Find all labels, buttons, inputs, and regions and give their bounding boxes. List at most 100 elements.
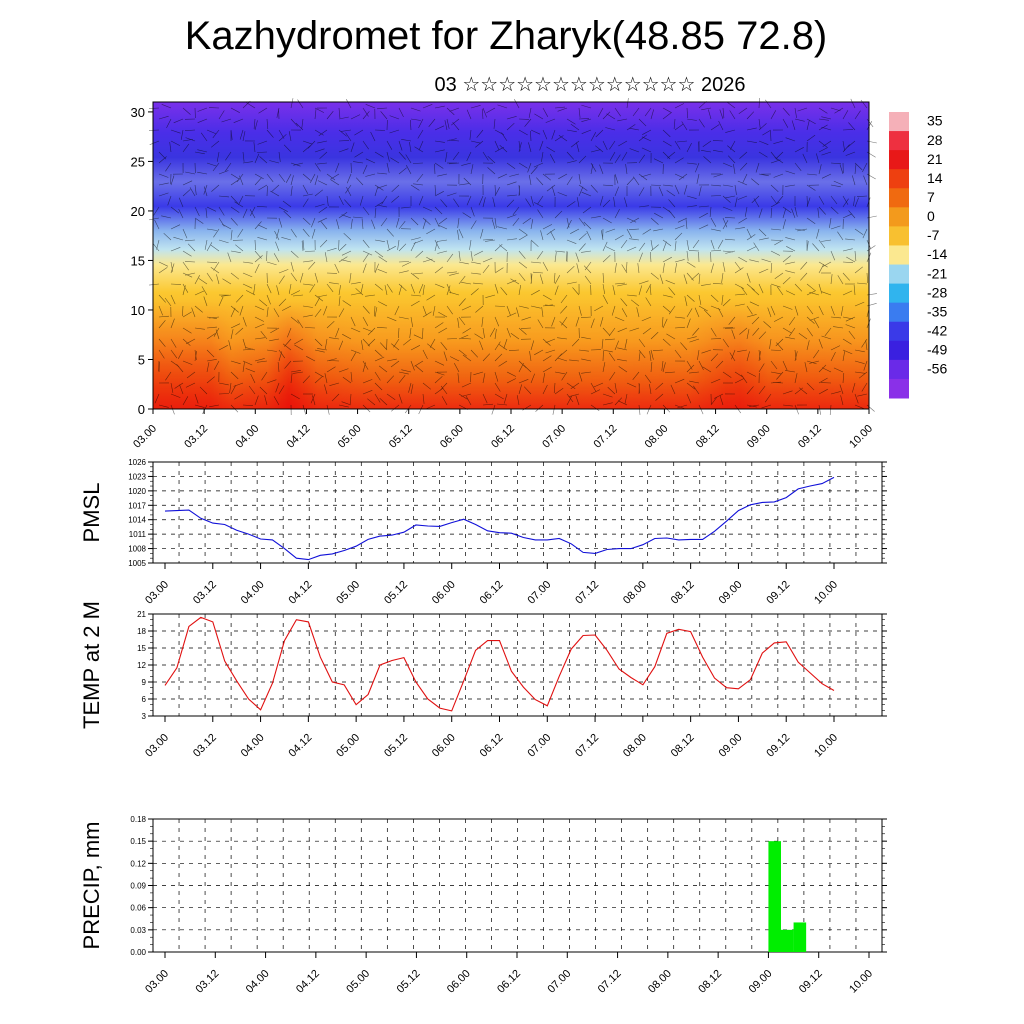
wind-barb	[206, 272, 213, 282]
wind-barb	[338, 340, 344, 351]
wind-barb	[491, 404, 496, 415]
wind-barb	[614, 208, 620, 219]
wind-barb	[833, 180, 844, 186]
wind-barb	[854, 110, 861, 120]
wind-barb	[734, 184, 737, 195]
wind-barb	[437, 224, 448, 230]
wind-barb	[398, 285, 402, 296]
wind-barb	[281, 305, 292, 311]
wind-barb	[482, 151, 489, 161]
wind-barb	[674, 378, 685, 384]
wind-barb	[149, 283, 160, 286]
wind-barb	[386, 283, 393, 293]
wind-barb	[374, 305, 376, 317]
wind-barb	[174, 382, 184, 389]
colorbar-swatch	[889, 283, 909, 304]
wind-barb	[636, 307, 640, 318]
wind-barb	[770, 283, 781, 288]
wind-barb	[578, 184, 588, 191]
wind-barb	[785, 370, 796, 373]
wind-barb	[338, 148, 349, 153]
wind-barb	[330, 179, 340, 186]
wind-barb	[434, 241, 438, 252]
wind-barb	[228, 340, 232, 351]
wind-barb	[821, 367, 832, 373]
wind-barb	[594, 305, 604, 312]
wind-barb	[613, 197, 616, 208]
wind-barb	[256, 151, 268, 153]
wind-barb	[614, 316, 625, 322]
wind-barb	[602, 217, 612, 224]
wind-barb	[158, 156, 167, 164]
wind-barb	[398, 243, 407, 252]
wind-barb	[418, 195, 424, 206]
wind-barb	[453, 198, 460, 208]
wind-barb	[755, 162, 760, 173]
wind-barb	[218, 195, 230, 198]
wind-barb	[848, 122, 856, 131]
wind-barb	[318, 129, 328, 136]
wind-barb	[806, 340, 810, 351]
colorbar-swatch	[889, 131, 909, 151]
wind-barb	[206, 376, 215, 384]
wind-barb	[626, 228, 632, 238]
wind-barb	[206, 242, 213, 252]
wind-barb	[518, 185, 520, 197]
wind-barb	[301, 240, 304, 252]
wind-barb	[470, 220, 477, 230]
wind-barb	[510, 332, 520, 340]
wind-barb	[475, 305, 484, 313]
wind-barb	[830, 225, 841, 230]
wind-barb	[325, 338, 328, 349]
pmsl-xtick-label: 06.12	[478, 579, 506, 607]
wind-barb	[253, 283, 256, 294]
wind-barb	[674, 241, 677, 252]
wind-barb	[850, 98, 856, 109]
wind-barb	[865, 340, 868, 351]
wind-barb	[343, 232, 352, 241]
wind-barb	[686, 393, 692, 404]
wind-barb	[186, 338, 196, 345]
wind-barb	[390, 360, 400, 368]
wind-barb	[734, 371, 744, 378]
wind-barb	[722, 371, 732, 378]
pmsl-xtick-label: 10.00	[812, 579, 840, 607]
wind-barb	[830, 184, 841, 188]
wind-barb	[578, 233, 587, 241]
wind-barb	[782, 107, 790, 116]
wind-barb	[482, 373, 486, 384]
temp-xtick-label: 09.00	[717, 732, 745, 760]
wind-barb	[590, 216, 601, 219]
wind-barb	[230, 360, 241, 365]
temp-xtick-label: 06.12	[478, 732, 506, 760]
wind-barb	[770, 250, 781, 256]
wind-barb	[361, 218, 364, 230]
wind-barb	[794, 283, 803, 292]
wind-barb	[530, 219, 534, 230]
wind-barb	[446, 285, 451, 296]
wind-barb	[158, 338, 166, 347]
wind-barb	[506, 181, 517, 186]
wind-barb	[782, 327, 792, 334]
wind-barb	[233, 118, 244, 123]
wind-barb	[314, 272, 319, 283]
wind-barb	[214, 360, 220, 370]
wind-barb	[473, 250, 484, 256]
wind-barb	[570, 382, 580, 389]
wind-barb	[674, 103, 685, 109]
temp-xtick-label: 07.12	[573, 732, 601, 760]
wind-barb	[602, 283, 605, 294]
colorbar-label: 28	[927, 132, 943, 148]
wind-barb	[489, 327, 496, 337]
wind-barb	[818, 147, 829, 153]
wind-barb	[182, 283, 189, 293]
wind-barb	[806, 217, 816, 225]
wind-barb	[821, 335, 832, 340]
wind-barb	[273, 308, 280, 318]
wind-barb	[443, 351, 448, 362]
wind-barb	[861, 338, 868, 348]
wind-barb	[528, 142, 532, 153]
wind-barb	[206, 129, 217, 135]
wind-barb	[605, 246, 616, 252]
wind-barb	[494, 243, 503, 252]
